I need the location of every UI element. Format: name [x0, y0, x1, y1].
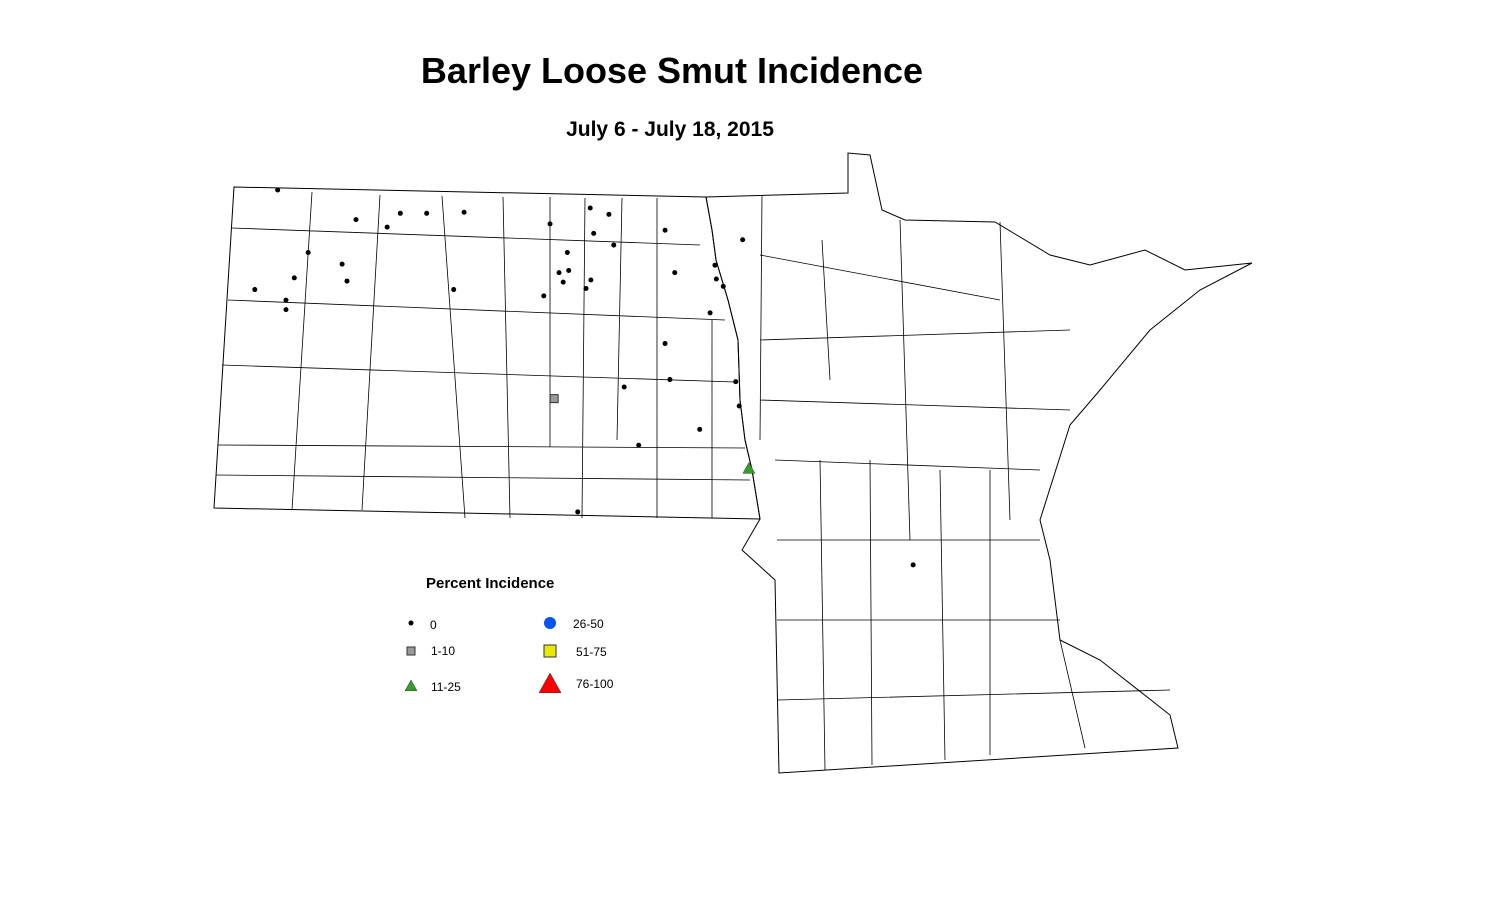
legend-label-76-100: 76-100 — [576, 677, 614, 691]
map-title: Barley Loose Smut Incidence — [420, 50, 924, 91]
site-marker — [707, 310, 713, 316]
map-subtitle: July 6 - July 18, 2015 — [566, 118, 774, 141]
site-marker — [591, 230, 597, 236]
site-marker — [541, 293, 547, 299]
site-marker — [740, 237, 746, 243]
site-marker — [742, 462, 756, 474]
site-marker — [583, 285, 589, 291]
site-marker — [636, 442, 642, 448]
site-marker — [339, 261, 345, 267]
site-marker — [547, 221, 553, 227]
legend-symbol-11-25 — [404, 679, 418, 692]
site-marker — [556, 270, 562, 276]
site-markers — [252, 187, 916, 568]
site-marker — [712, 262, 718, 268]
site-marker — [575, 509, 581, 515]
legend-symbols — [404, 617, 562, 694]
site-marker — [667, 377, 673, 383]
site-marker — [713, 276, 719, 282]
legend-title: Percent Incidence — [426, 575, 555, 592]
site-marker — [564, 249, 570, 255]
site-marker — [733, 379, 739, 385]
north-dakota-outline — [213, 186, 761, 520]
site-marker — [621, 384, 627, 390]
minnesota-outline — [705, 152, 1253, 774]
site-marker — [910, 562, 916, 568]
site-marker — [697, 426, 703, 432]
site-marker — [662, 227, 668, 233]
site-marker — [720, 283, 726, 289]
site-marker — [588, 277, 594, 283]
site-marker — [461, 209, 467, 215]
site-marker — [672, 270, 678, 276]
legend-label-0: 0 — [430, 618, 437, 632]
site-marker — [252, 287, 258, 293]
site-marker — [283, 307, 289, 313]
legend-symbol-51-75 — [543, 644, 557, 658]
site-marker — [736, 403, 742, 409]
site-marker — [344, 278, 350, 284]
site-marker — [566, 267, 572, 273]
site-marker — [353, 217, 359, 223]
legend-label-51-75: 51-75 — [576, 645, 607, 659]
site-marker — [560, 279, 566, 285]
legend-symbol-76-100 — [538, 672, 562, 694]
legend-label-26-50: 26-50 — [573, 617, 604, 631]
site-marker — [424, 210, 430, 216]
site-marker — [305, 249, 311, 255]
site-marker — [606, 211, 612, 217]
legend-label-11-25: 11-25 — [431, 680, 461, 694]
legend-label-1-10: 1-10 — [431, 644, 456, 658]
site-marker — [397, 210, 403, 216]
site-marker — [451, 287, 457, 293]
site-marker — [384, 224, 390, 230]
site-marker — [291, 275, 297, 281]
legend-symbol-0 — [408, 620, 414, 626]
site-marker — [275, 187, 281, 193]
site-marker — [587, 205, 593, 211]
legend-symbol-1-10 — [406, 646, 416, 656]
county-lines — [215, 191, 1171, 771]
site-marker — [662, 341, 668, 347]
site-marker — [283, 297, 289, 303]
site-marker — [549, 394, 559, 404]
site-marker — [611, 242, 617, 248]
legend-symbol-26-50 — [544, 617, 556, 629]
